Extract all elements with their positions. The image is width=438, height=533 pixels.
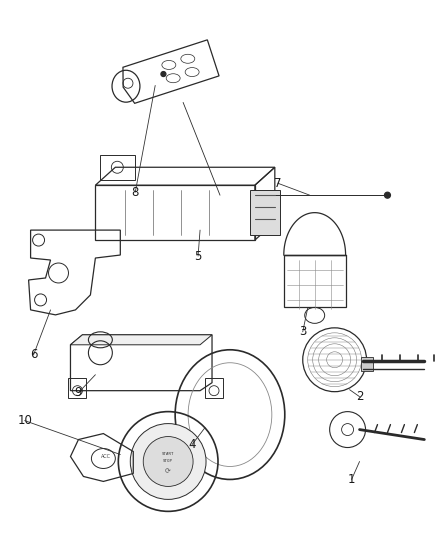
- Text: 1: 1: [348, 473, 355, 486]
- Text: 7: 7: [274, 177, 282, 190]
- Polygon shape: [71, 335, 212, 345]
- Text: STOP: STOP: [163, 459, 173, 464]
- Ellipse shape: [385, 192, 390, 198]
- Bar: [95, 185, 255, 240]
- Bar: [100, 155, 135, 180]
- Bar: [205, 378, 223, 398]
- Text: 3: 3: [299, 325, 307, 338]
- Bar: [284, 255, 346, 308]
- Text: 9: 9: [75, 386, 82, 399]
- Text: 2: 2: [356, 390, 363, 403]
- Text: 5: 5: [194, 249, 202, 263]
- Bar: [250, 190, 280, 235]
- Ellipse shape: [161, 71, 166, 77]
- Bar: [68, 378, 86, 398]
- Text: ACC: ACC: [101, 454, 111, 459]
- Text: 8: 8: [131, 185, 139, 199]
- Circle shape: [130, 424, 206, 499]
- Text: 10: 10: [17, 414, 32, 427]
- Text: ⟳: ⟳: [165, 469, 171, 474]
- Text: 6: 6: [30, 348, 37, 361]
- Circle shape: [143, 437, 193, 487]
- Text: 4: 4: [188, 438, 196, 451]
- Bar: [360, 357, 372, 371]
- Text: START: START: [162, 451, 174, 456]
